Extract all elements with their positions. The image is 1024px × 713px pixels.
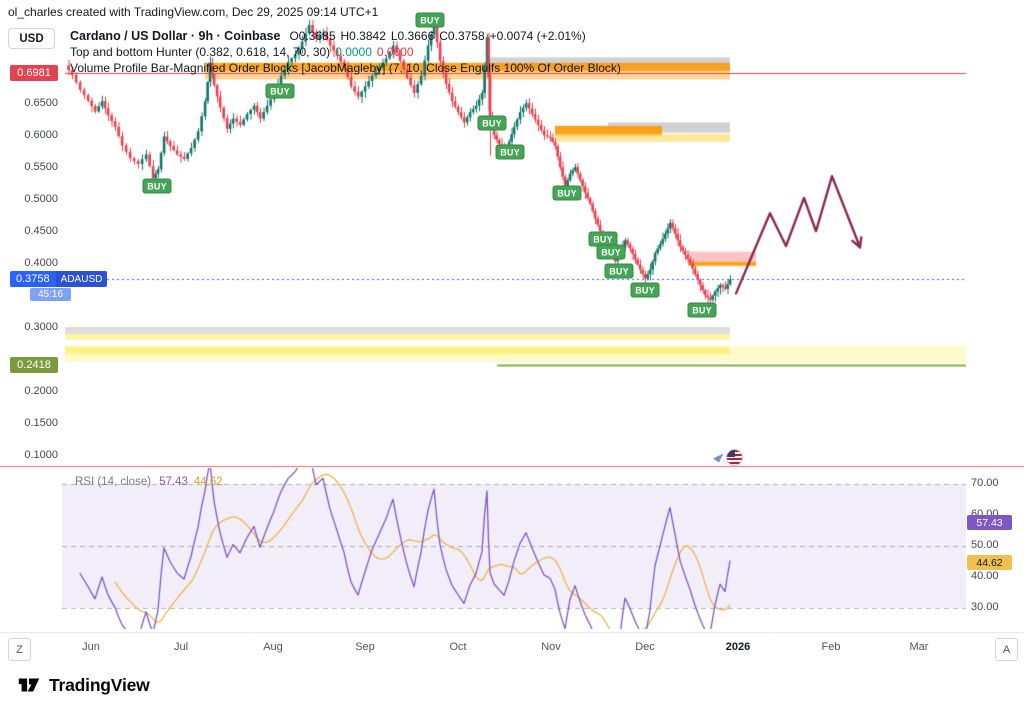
rsi-scale-label: 50.00 bbox=[971, 539, 999, 551]
price-axis-label: 0.5000 bbox=[24, 192, 58, 205]
auto-scale-button[interactable]: A bbox=[995, 638, 1018, 661]
rsi-value: 57.43 bbox=[159, 476, 188, 488]
indicator1-value-green: 0.0000 bbox=[335, 45, 372, 59]
currency-button[interactable]: USD bbox=[8, 28, 55, 49]
rsi-value-badge: 57.43 bbox=[967, 515, 1012, 531]
buy-signal-badge[interactable]: BUY bbox=[630, 282, 660, 298]
timezone-button[interactable]: Z bbox=[8, 638, 31, 661]
tradingview-footer-logo[interactable]: TradingView bbox=[16, 672, 150, 698]
indicator2-title[interactable]: Volume Profile Bar-Magnified Order Block… bbox=[70, 61, 621, 75]
ohlc-open: O0.3685 bbox=[289, 29, 336, 43]
rsi-scale-label: 70.00 bbox=[971, 477, 999, 489]
legend-row-indicator1: Top and bottom Hunter (0.382, 0.618, 14,… bbox=[70, 45, 419, 59]
current-symbol-label: ADAUSD bbox=[55, 271, 108, 288]
time-axis-label: Aug bbox=[263, 641, 283, 653]
price-axis-label: 0.1500 bbox=[24, 417, 58, 429]
current-price-badge: 0.3758 ADAUSD bbox=[10, 271, 108, 288]
price-axis-label: 0.1000 bbox=[24, 449, 58, 462]
time-axis-label: Oct bbox=[449, 641, 467, 653]
bar-close-countdown: 45:16 bbox=[30, 288, 72, 302]
buy-signal-badge[interactable]: BUY bbox=[477, 115, 507, 131]
symbol-title[interactable]: Cardano / US Dollar · 9h · Coinbase bbox=[70, 29, 281, 43]
current-price-value: 0.3758 bbox=[10, 271, 56, 288]
price-axis-label: 0.4000 bbox=[24, 256, 58, 269]
ohlc-change: +0.0074 (+2.01%) bbox=[489, 29, 586, 43]
legend-row-symbol: Cardano / US Dollar · 9h · Coinbase O0.36… bbox=[70, 29, 591, 43]
attribution-text: ol_charles created with TradingView.com,… bbox=[8, 5, 379, 19]
time-axis-label: Feb bbox=[821, 641, 841, 653]
time-axis-label: 2026 bbox=[725, 641, 751, 653]
buy-signal-badge[interactable]: BUY bbox=[142, 178, 172, 194]
buy-signal-badge[interactable]: BUY bbox=[604, 263, 634, 279]
time-axis-label: Nov bbox=[541, 641, 561, 653]
buy-signal-badge[interactable]: BUY bbox=[687, 302, 717, 318]
ohlc-close: C0.3758 bbox=[439, 29, 485, 43]
time-axis-label: Jun bbox=[82, 641, 100, 653]
price-axis-label: 0.2000 bbox=[24, 384, 58, 397]
time-axis-label: Mar bbox=[909, 641, 929, 653]
time-axis-label: Dec bbox=[635, 641, 655, 653]
price-axis-label: 0.5500 bbox=[24, 160, 58, 173]
price-axis-label: 0.6500 bbox=[24, 96, 58, 109]
ohlc-low: L0.3666 bbox=[390, 29, 435, 43]
price-badge-low: 0.2418 bbox=[10, 357, 58, 374]
price-axis-label: 0.3000 bbox=[24, 320, 58, 333]
buy-signal-badge[interactable]: BUY bbox=[265, 83, 295, 99]
rsi-ma-value: 44.62 bbox=[193, 476, 223, 488]
tradingview-logo-icon bbox=[18, 678, 40, 692]
us-flag-icon bbox=[726, 449, 743, 466]
rsi-title[interactable]: RSI (14, close) bbox=[75, 476, 152, 488]
legend-row-indicator2: Volume Profile Bar-Magnified Order Block… bbox=[70, 61, 621, 75]
time-axis-label: Sep bbox=[355, 641, 375, 653]
buy-signal-badge[interactable]: BUY bbox=[495, 144, 525, 160]
event-arrow-icon bbox=[713, 453, 724, 463]
buy-signal-badge[interactable]: BUY bbox=[552, 185, 582, 201]
buy-signal-badge[interactable]: BUY bbox=[596, 244, 626, 260]
economic-event-marker[interactable] bbox=[712, 449, 743, 466]
time-axis-label: Jul bbox=[173, 641, 189, 653]
indicator1-value-red: 0.0000 bbox=[376, 45, 414, 59]
ohlc-high: H0.3842 bbox=[340, 29, 386, 43]
price-axis-label: 0.4500 bbox=[24, 224, 58, 237]
tradingview-brand-text: TradingView bbox=[49, 674, 150, 695]
rsi-scale-label: 40.00 bbox=[971, 570, 999, 582]
price-axis-label: 0.6000 bbox=[24, 128, 58, 141]
rsi-legend: RSI (14, close) 57.43 44.62 bbox=[75, 476, 223, 488]
rsi-ma-value-badge: 44.62 bbox=[967, 555, 1012, 571]
price-badge-high: 0.6981 bbox=[10, 65, 58, 81]
buy-signal-badge[interactable]: BUY bbox=[415, 12, 445, 28]
rsi-scale-label: 30.00 bbox=[971, 601, 999, 613]
indicator1-title[interactable]: Top and bottom Hunter (0.382, 0.618, 14,… bbox=[70, 45, 331, 59]
